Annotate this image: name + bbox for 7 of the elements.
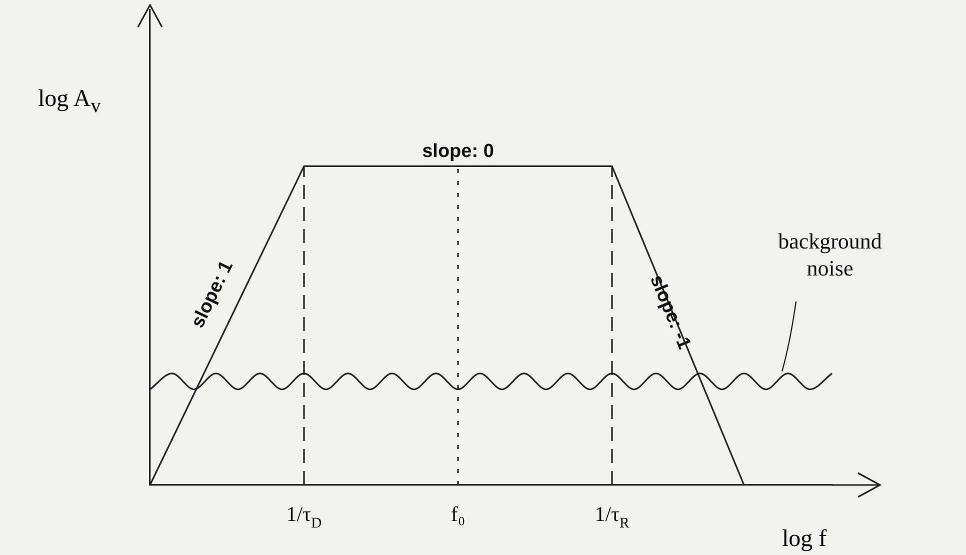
annotation: slope: 1: [187, 257, 238, 332]
annotation: slope: -1: [645, 272, 695, 353]
annotation: slope: 0: [422, 140, 494, 162]
x-axis-title: log f: [782, 525, 827, 553]
x-tick-label: f₀: [450, 502, 466, 526]
y-axis-title: log A$_{v}$: [38, 86, 101, 118]
text: background noise: [778, 228, 882, 280]
